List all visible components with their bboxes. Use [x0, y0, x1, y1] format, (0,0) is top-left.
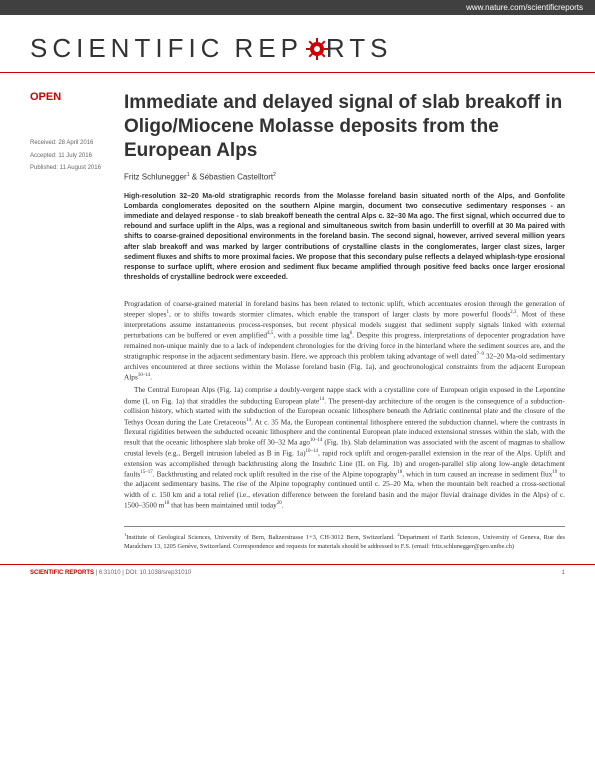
footer-cite: | 6:31010 | DOI: 10.1038/srep31010: [94, 570, 191, 576]
page-footer: SCIENTIFIC REPORTS | 6:31010 | DOI: 10.1…: [0, 564, 595, 581]
page-number: 1: [562, 570, 565, 576]
logo-part2: REP: [234, 33, 302, 64]
accepted-date: Accepted: 11 July 2016: [30, 152, 108, 162]
journal-url-bar: www.nature.com/scientificreports: [0, 0, 595, 15]
published-date: Published: 11 August 2016: [30, 164, 108, 174]
article-column: Immediate and delayed signal of slab bre…: [124, 91, 565, 552]
footer-journal: SCIENTIFIC REPORTS: [30, 570, 94, 576]
logo-part1: SCIENTIFIC: [30, 33, 224, 64]
article-title: Immediate and delayed signal of slab bre…: [124, 91, 565, 162]
authors-list: Fritz Schlunegger1 & Sébastien Castellto…: [124, 172, 565, 182]
body-para-2: The Central European Alps (Fig. 1a) comp…: [124, 385, 565, 510]
body-para-1: Progradation of coarse-grained material …: [124, 299, 565, 382]
article-meta: Received: 28 April 2016 Accepted: 11 Jul…: [30, 139, 108, 174]
journal-url: www.nature.com/scientificreports: [466, 3, 583, 12]
body-text: Progradation of coarse-grained material …: [124, 299, 565, 510]
open-access-label: OPEN: [30, 91, 108, 103]
main-content: OPEN Received: 28 April 2016 Accepted: 1…: [0, 73, 595, 564]
footer-citation: SCIENTIFIC REPORTS | 6:31010 | DOI: 10.1…: [30, 570, 191, 576]
affiliation-block: 1Institute of Geological Sciences, Unive…: [124, 526, 565, 551]
received-date: Received: 28 April 2016: [30, 139, 108, 149]
abstract-text: High-resolution 32–20 Ma-old stratigraph…: [124, 192, 565, 283]
logo-part3: RTS: [326, 33, 393, 64]
left-sidebar: OPEN Received: 28 April 2016 Accepted: 1…: [30, 91, 108, 552]
journal-logo-row: SCIENTIFIC REP RTS: [0, 15, 595, 73]
journal-logo: SCIENTIFIC REP RTS: [30, 33, 565, 64]
